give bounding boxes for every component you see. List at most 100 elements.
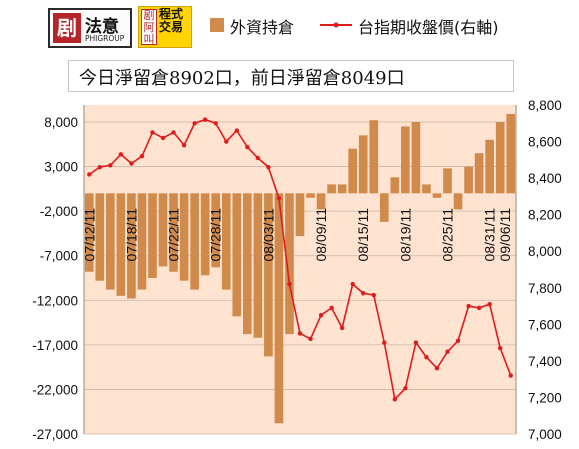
phigroup-logo: 剧 法意 PHIGROUP <box>48 8 132 48</box>
position-bar <box>348 148 358 194</box>
close-price-point <box>466 303 471 309</box>
close-price-point <box>224 139 229 144</box>
left-axis-tick-label: -27,000 <box>32 427 78 442</box>
x-axis-tick-label: 09/06/11 <box>497 208 513 262</box>
position-bar <box>232 193 242 317</box>
position-bar <box>190 193 199 290</box>
position-bar <box>495 122 505 194</box>
position-bar <box>506 113 516 194</box>
close-price-point <box>424 355 429 360</box>
close-price-point <box>213 121 218 126</box>
close-price-point <box>139 153 145 159</box>
x-axis-tick-label: 07/22/11 <box>166 208 182 262</box>
right-axis-tick-label: 8,800 <box>528 98 562 113</box>
phigroup-logo-sub: PHIGROUP <box>85 34 125 43</box>
position-bar <box>337 184 347 194</box>
legend-bar-swatch <box>210 18 224 32</box>
close-price-point <box>350 281 355 287</box>
close-price-point <box>181 143 187 148</box>
close-price-point <box>318 312 324 318</box>
position-bar <box>390 177 400 194</box>
left-axis-tick-label: 8,000 <box>44 115 78 130</box>
close-price-point <box>403 386 408 391</box>
position-bar <box>221 193 231 290</box>
close-price-point <box>150 130 155 135</box>
x-axis-tick-label: 08/09/11 <box>313 208 329 262</box>
x-axis-tick-label: 07/28/11 <box>208 208 224 262</box>
close-price-point <box>445 349 450 354</box>
right-axis-tick-label: 7,400 <box>528 354 562 369</box>
position-bar <box>158 193 168 267</box>
phigroup-logo-mark: 剧 <box>53 13 81 43</box>
position-bar <box>264 193 273 357</box>
position-bar <box>179 193 189 281</box>
position-bar <box>211 193 221 268</box>
position-bar <box>474 153 484 194</box>
close-price-point <box>129 161 134 166</box>
x-axis-tick-label: 08/03/11 <box>260 208 276 262</box>
position-bar <box>432 193 442 198</box>
left-axis-tick-label: -7,000 <box>40 249 78 264</box>
position-bar <box>443 168 452 194</box>
position-bar <box>274 193 284 424</box>
close-price-point <box>434 366 440 371</box>
position-bar <box>485 139 494 194</box>
close-price-point <box>361 291 366 296</box>
x-axis-tick-label: 08/19/11 <box>397 208 413 262</box>
position-bar <box>285 193 294 335</box>
position-bar <box>411 122 421 194</box>
close-price-point <box>297 331 303 336</box>
legend-bar-label: 外資持倉 <box>230 18 295 37</box>
close-price-point <box>392 397 398 402</box>
position-bar <box>453 193 463 210</box>
close-price-point <box>234 128 239 133</box>
close-price-point <box>455 338 461 343</box>
close-price-point <box>413 340 419 345</box>
position-bar <box>106 193 115 290</box>
position-bar <box>169 193 178 272</box>
right-axis-tick-label: 8,400 <box>528 171 562 186</box>
x-axis-tick-label: 08/25/11 <box>440 208 456 262</box>
right-axis-tick-label: 7,200 <box>528 390 562 405</box>
close-price-point <box>382 340 387 345</box>
position-bar <box>379 193 389 222</box>
position-bar <box>316 193 326 210</box>
position-bar <box>295 193 305 237</box>
program-trading-logo-text: 程式交易 <box>159 7 184 34</box>
close-price-point <box>202 117 208 122</box>
x-axis-tick-label: 07/18/11 <box>123 208 139 262</box>
x-axis-tick-label: 07/12/11 <box>81 208 97 262</box>
close-price-point <box>160 135 166 141</box>
close-price-point <box>476 305 482 311</box>
position-bar <box>253 193 263 338</box>
right-axis-tick-label: 7,000 <box>528 427 562 442</box>
close-price-point <box>287 281 292 287</box>
position-bar <box>306 193 315 198</box>
left-axis-tick-label: -2,000 <box>40 204 78 219</box>
x-axis-tick-label: 08/31/11 <box>482 208 498 262</box>
left-axis-tick-label: -22,000 <box>32 382 78 397</box>
left-axis-tick-label: 3,000 <box>44 160 78 175</box>
position-banner: 今日淨留倉8902口，前日淨留倉8049口 <box>68 60 514 92</box>
close-price-point <box>255 155 261 161</box>
phigroup-logo-name: 法意 <box>85 17 119 37</box>
position-bar <box>127 193 136 299</box>
right-axis-tick-label: 8,200 <box>528 208 562 223</box>
close-price-point <box>497 345 503 351</box>
close-price-point <box>87 172 92 177</box>
close-price-point <box>508 373 513 378</box>
right-axis-tick-label: 7,800 <box>528 281 562 296</box>
program-trading-logo-mark: 剧阿叫 <box>141 9 157 46</box>
close-price-point <box>339 325 345 331</box>
close-price-point <box>371 292 376 298</box>
right-axis-tick-label: 8,600 <box>528 135 562 150</box>
x-axis-tick-label: 08/15/11 <box>355 208 371 262</box>
program-trading-logo: 剧阿叫 程式交易 <box>138 6 192 48</box>
legend-line-label: 台指期收盤價(右軸) <box>358 18 499 37</box>
right-axis-tick-label: 8,000 <box>528 244 562 259</box>
close-price-point <box>97 164 103 170</box>
close-price-point <box>245 144 250 150</box>
close-price-point <box>329 305 334 311</box>
right-axis-tick-label: 7,600 <box>528 317 562 332</box>
